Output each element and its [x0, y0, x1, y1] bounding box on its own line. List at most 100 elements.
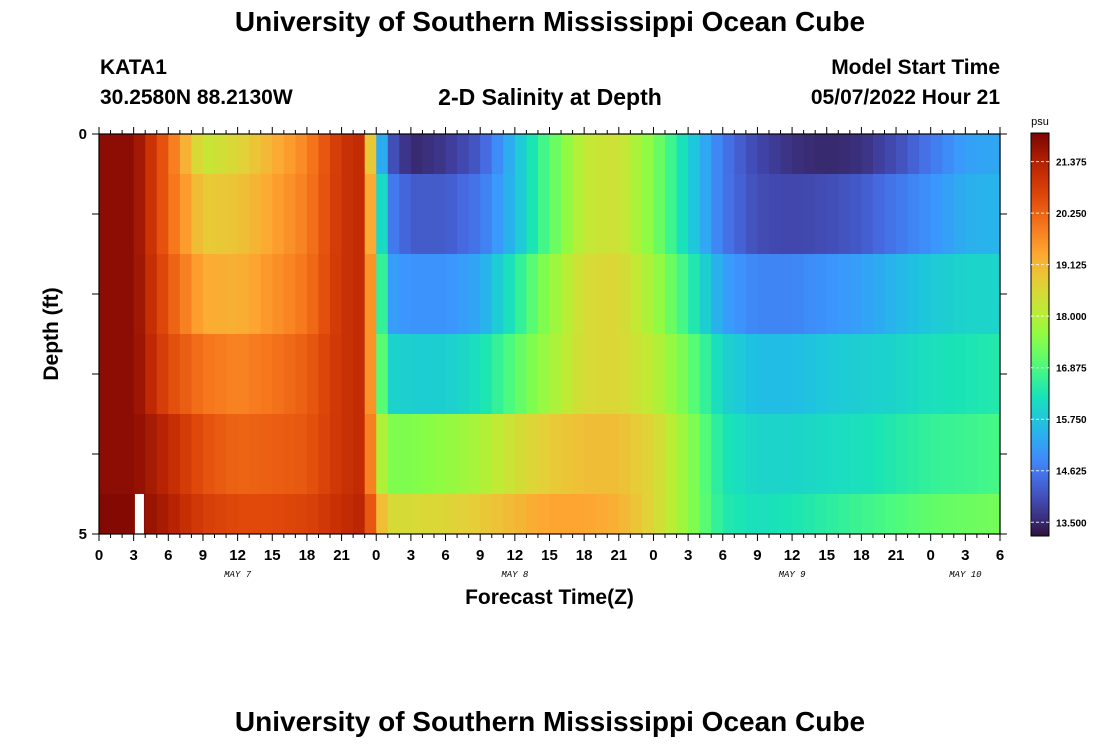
heatmap-cell — [422, 174, 435, 255]
heatmap-cell — [584, 414, 597, 495]
heatmap-cell — [214, 174, 227, 255]
heatmap-cell — [641, 494, 655, 535]
heatmap-cell — [572, 254, 585, 335]
heatmap-cell — [561, 334, 574, 415]
heatmap-cell — [341, 134, 354, 175]
heatmap-cell — [595, 414, 608, 495]
heatmap-cell — [480, 414, 493, 495]
heatmap-cell — [110, 334, 123, 415]
heatmap-cell — [191, 494, 204, 535]
heatmap-cell — [549, 414, 562, 495]
heatmap-cell — [792, 134, 805, 175]
heatmap-cell — [260, 174, 273, 255]
heatmap-cell — [179, 174, 193, 255]
heatmap-cell — [272, 414, 285, 495]
heatmap-cell — [445, 334, 458, 415]
heatmap — [99, 134, 1001, 535]
heatmap-cell — [630, 134, 643, 175]
heatmap-cell — [561, 174, 574, 255]
heatmap-cell — [422, 494, 435, 535]
heatmap-cell — [861, 134, 874, 175]
heatmap-cell — [480, 174, 493, 255]
heatmap-cell — [122, 414, 135, 495]
heatmap-cell — [249, 334, 262, 415]
heatmap-cell — [318, 134, 331, 175]
heatmap-cell — [988, 414, 1001, 495]
heatmap-cell — [399, 334, 412, 415]
x-tick-label: 18 — [299, 547, 316, 564]
heatmap-cell — [410, 134, 424, 175]
heatmap-cell — [780, 134, 793, 175]
heatmap-cell — [156, 494, 169, 535]
heatmap-cell — [503, 334, 516, 415]
heatmap-cell — [156, 254, 169, 335]
heatmap-cell — [930, 494, 943, 535]
heatmap-cell — [537, 254, 551, 335]
heatmap-cell — [491, 494, 504, 535]
heatmap-cell — [526, 494, 539, 535]
heatmap-cell — [965, 414, 978, 495]
heatmap-cell — [168, 174, 181, 255]
heatmap-cell — [630, 414, 643, 495]
heatmap-cell — [387, 254, 400, 335]
heatmap-cell — [711, 134, 724, 175]
heatmap-cell — [976, 494, 990, 535]
y-axis-title: Depth (ft) — [40, 287, 63, 380]
x-tick-label: 12 — [784, 547, 801, 564]
heatmap-cell — [318, 494, 331, 535]
heatmap-cell — [353, 174, 366, 255]
x-tick-label: 0 — [927, 547, 935, 564]
heatmap-cell — [768, 494, 782, 535]
heatmap-cell — [861, 254, 874, 335]
heatmap-cell — [249, 494, 262, 535]
heatmap-cell — [156, 134, 169, 175]
heatmap-cell — [618, 174, 631, 255]
colorbar-tick-label: 15.750 — [1056, 415, 1087, 426]
heatmap-cell — [849, 254, 862, 335]
heatmap-cell — [202, 334, 216, 415]
heatmap-cell — [884, 174, 897, 255]
x-tick-label: 6 — [441, 547, 449, 564]
heatmap-cell — [699, 334, 712, 415]
heatmap-cell — [838, 254, 851, 335]
heatmap-cell — [549, 254, 562, 335]
heatmap-cell — [364, 254, 377, 335]
heatmap-cell — [676, 334, 689, 415]
heatmap-cell — [457, 134, 470, 175]
heatmap-cell — [896, 494, 909, 535]
heatmap-cell — [838, 414, 851, 495]
heatmap-cell — [618, 134, 631, 175]
heatmap-cell — [872, 334, 886, 415]
heatmap-cell — [607, 494, 620, 535]
heatmap-cell — [826, 254, 839, 335]
heatmap-cell — [122, 134, 135, 175]
day-label: MAY 8 — [501, 570, 529, 580]
heatmap-cell — [930, 254, 943, 335]
heatmap-cell — [249, 254, 262, 335]
heatmap-cell — [665, 174, 678, 255]
heatmap-cell — [353, 414, 366, 495]
heatmap-cell — [942, 494, 955, 535]
heatmap-cell — [572, 334, 585, 415]
heatmap-cell — [768, 334, 782, 415]
heatmap-cell — [815, 134, 828, 175]
heatmap-cell — [514, 494, 527, 535]
heatmap-cell — [942, 174, 955, 255]
heatmap-cell — [699, 254, 712, 335]
heatmap-cell — [422, 254, 435, 335]
heatmap-cell — [168, 254, 181, 335]
heatmap-cell — [930, 134, 943, 175]
heatmap-cell — [976, 174, 990, 255]
heatmap-cell — [260, 134, 273, 175]
heatmap-cell — [896, 174, 909, 255]
heatmap-cell — [676, 494, 689, 535]
heatmap-cell — [295, 174, 308, 255]
heatmap-cell — [595, 174, 608, 255]
heatmap-cell — [688, 414, 701, 495]
heatmap-cell — [191, 334, 204, 415]
heatmap-cell — [214, 134, 227, 175]
heatmap-cell — [780, 494, 793, 535]
heatmap-cell — [919, 134, 932, 175]
heatmap-cell — [503, 174, 516, 255]
heatmap-cell — [514, 334, 527, 415]
